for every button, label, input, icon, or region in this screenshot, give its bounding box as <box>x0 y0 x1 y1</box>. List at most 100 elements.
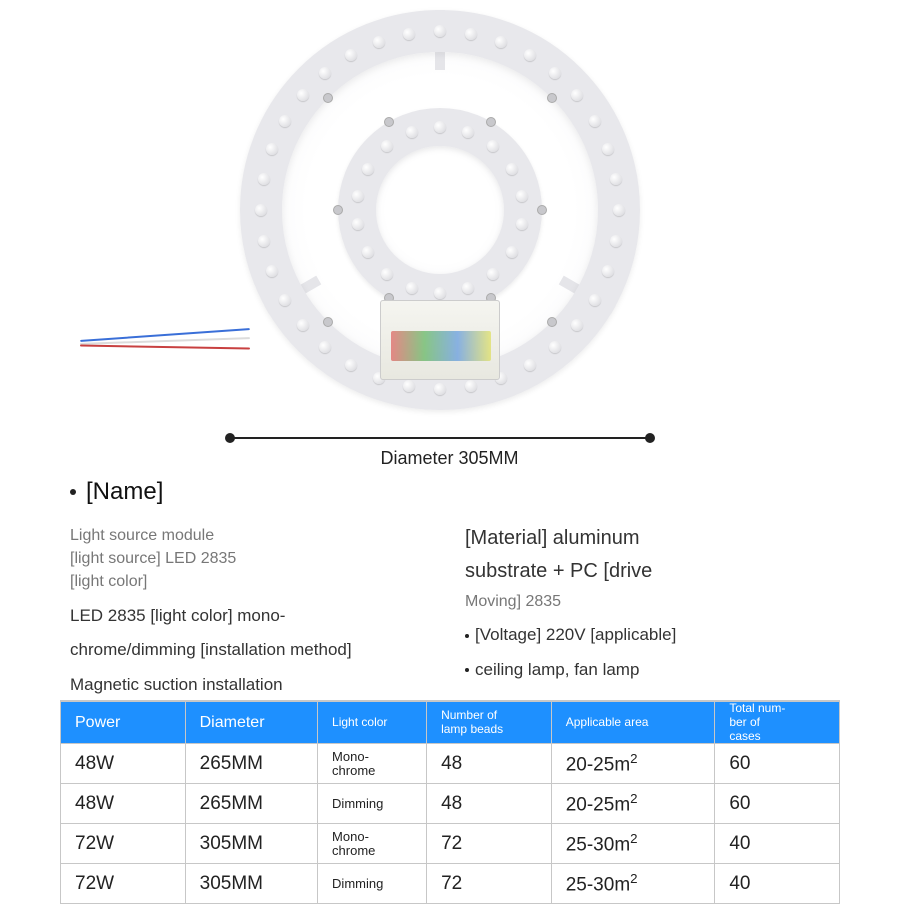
dimension-line <box>230 428 650 448</box>
table-cell: 48 <box>427 784 552 824</box>
info-right-column: [Material] aluminum substrate + PC [driv… <box>465 524 830 697</box>
info-line: substrate + PC [drive <box>465 557 830 586</box>
led-driver-box <box>380 300 500 380</box>
table-header: Light color <box>318 702 427 744</box>
info-line: Moving] 2835 <box>465 590 830 613</box>
table-cell: Dimming <box>318 784 427 824</box>
led-bead <box>345 359 357 371</box>
led-bead <box>258 235 270 247</box>
table-cell: 48W <box>61 744 186 784</box>
led-bead <box>406 126 418 138</box>
table-cell: 305MM <box>185 864 317 904</box>
info-line: [Voltage] 220V [applicable] <box>465 623 830 648</box>
table-cell: 20-25m2 <box>551 784 715 824</box>
table-cell: Mono-chrome <box>318 744 427 784</box>
table-header: Power <box>61 702 186 744</box>
power-wires <box>80 320 250 360</box>
screw-icon <box>323 317 333 327</box>
table-cell: 60 <box>715 784 840 824</box>
table-row: 48W265MMMono-chrome4820-25m260 <box>61 744 840 784</box>
info-block: [Name] Light source module [light source… <box>70 478 830 697</box>
table-header: Diameter <box>185 702 317 744</box>
info-line: [light color] <box>70 570 435 593</box>
led-bead <box>406 282 418 294</box>
led-bead <box>319 341 331 353</box>
led-bead <box>258 173 270 185</box>
inner-ring <box>338 108 542 312</box>
led-bead <box>434 287 446 299</box>
table-cell: 20-25m2 <box>551 744 715 784</box>
led-bead <box>589 294 601 306</box>
screw-icon <box>486 117 496 127</box>
table-cell: 72W <box>61 864 186 904</box>
table-header: Total num-ber ofcases <box>715 702 840 744</box>
dimension-label: Diameter 305MM <box>0 448 899 469</box>
led-bead <box>487 268 499 280</box>
led-bead <box>297 319 309 331</box>
led-bead <box>362 163 374 175</box>
led-bead <box>434 383 446 395</box>
led-bead <box>373 36 385 48</box>
info-line: chrome/dimming [installation method] <box>70 638 435 663</box>
led-bead <box>266 143 278 155</box>
led-bead <box>345 49 357 61</box>
screw-icon <box>547 93 557 103</box>
led-bead <box>571 89 583 101</box>
info-left-column: Light source module [light source] LED 2… <box>70 524 435 697</box>
table-cell: 72 <box>427 824 552 864</box>
table-cell: 25-30m2 <box>551 864 715 904</box>
screw-icon <box>547 317 557 327</box>
table-cell: Dimming <box>318 864 427 904</box>
led-bead <box>352 190 364 202</box>
driver-label-sticker <box>391 331 491 361</box>
info-text: ceiling lamp, fan lamp <box>475 660 639 679</box>
table-cell: 305MM <box>185 824 317 864</box>
led-bead <box>381 140 393 152</box>
table-row: 48W265MMDimming4820-25m260 <box>61 784 840 824</box>
led-bead <box>465 28 477 40</box>
led-bead <box>319 67 331 79</box>
led-bead <box>381 268 393 280</box>
table-header: Applicable area <box>551 702 715 744</box>
info-line: [Material] aluminum <box>465 524 830 553</box>
table-cell: 25-30m2 <box>551 824 715 864</box>
table-cell: 265MM <box>185 784 317 824</box>
info-line: ceiling lamp, fan lamp <box>465 658 830 683</box>
led-bead <box>279 294 291 306</box>
led-bead <box>495 36 507 48</box>
led-bead <box>279 115 291 127</box>
bullet-icon <box>70 489 76 495</box>
spec-table: PowerDiameterLight colorNumber oflamp be… <box>60 700 840 904</box>
table-cell: 40 <box>715 864 840 904</box>
screw-icon <box>384 117 394 127</box>
screw-icon <box>537 205 547 215</box>
name-label: [Name] <box>86 478 163 506</box>
led-bead <box>362 246 374 258</box>
led-bead <box>403 28 415 40</box>
info-line: Magnetic suction installation <box>70 673 435 698</box>
table-cell: 72W <box>61 824 186 864</box>
table-row: 72W305MMDimming7225-30m240 <box>61 864 840 904</box>
led-bead <box>549 67 561 79</box>
led-bead <box>266 265 278 277</box>
product-illustration <box>0 0 899 420</box>
table-header: Number oflamp beads <box>427 702 552 744</box>
led-bead <box>506 163 518 175</box>
table-cell: 72 <box>427 864 552 904</box>
table-cell: 60 <box>715 744 840 784</box>
led-bead <box>613 204 625 216</box>
info-line: LED 2835 [light color] mono- <box>70 604 435 629</box>
wire-red <box>80 345 250 350</box>
info-line: [light source] LED 2835 <box>70 547 435 570</box>
led-bead <box>602 143 614 155</box>
led-bead <box>434 25 446 37</box>
info-text: [Voltage] 220V [applicable] <box>475 625 676 644</box>
led-bead <box>524 49 536 61</box>
led-bead <box>297 89 309 101</box>
table-row: 72W305MMMono-chrome7225-30m240 <box>61 824 840 864</box>
table-cell: 265MM <box>185 744 317 784</box>
led-bead <box>524 359 536 371</box>
table-cell: 40 <box>715 824 840 864</box>
table-cell: Mono-chrome <box>318 824 427 864</box>
table-cell: 48W <box>61 784 186 824</box>
